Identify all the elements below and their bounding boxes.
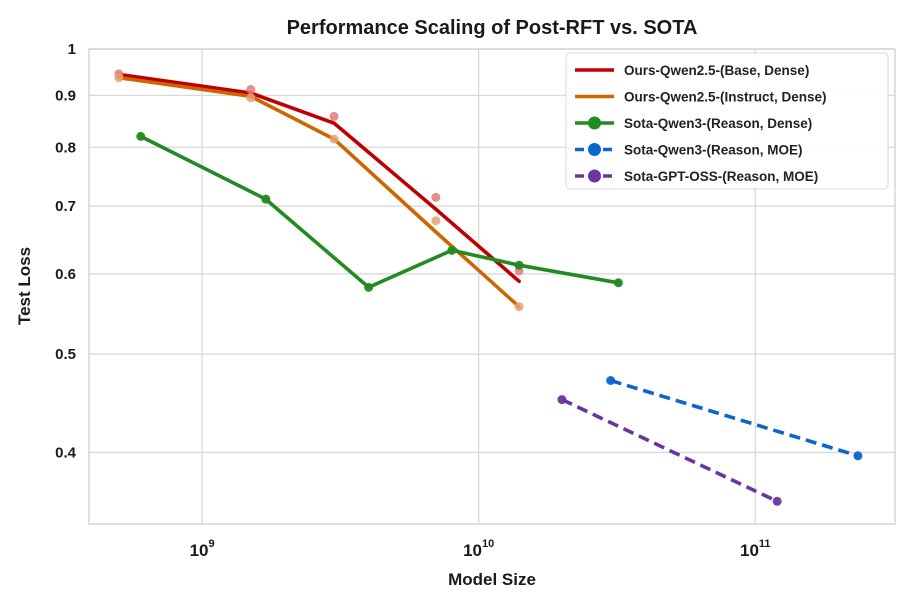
legend-box — [565, 52, 889, 190]
x-tick-exponent: 10 — [482, 538, 494, 550]
data-point-sota-qwen3-reason-moe — [853, 451, 863, 461]
y-axis-label: Test Loss — [15, 247, 34, 325]
data-point-ours-qwen2-5-base-dense — [329, 111, 339, 121]
series-line-ours-qwen2-5-base-dense — [117, 72, 521, 284]
data-point-ours-qwen2-5-base-dense — [246, 85, 256, 95]
y-tick-label: 0.5 — [55, 346, 76, 363]
data-point-ours-qwen2-5-instruct-dense — [514, 302, 524, 312]
x-tick-base: 10 — [740, 541, 759, 560]
series-line-ours-qwen2-5-instruct-dense — [117, 75, 521, 309]
legend-label-sota-gpt-oss-reason-moe: Sota-GPT-OSS-(Reason, MOE) — [624, 169, 818, 184]
y-tick-label: 0.6 — [55, 266, 76, 283]
chart-title: Performance Scaling of Post-RFT vs. SOTA — [287, 17, 698, 39]
series-line-sota-gpt-oss-reason-moe — [561, 397, 778, 503]
x-tick-exponent: 11 — [759, 538, 771, 550]
data-point-ours-qwen2-5-instruct-dense — [329, 134, 339, 144]
x-tick-exponent: 9 — [209, 538, 215, 550]
x-tick-label: 1010 — [463, 538, 494, 560]
data-point-sota-gpt-oss-reason-moe — [557, 395, 567, 405]
data-point-sota-gpt-oss-reason-moe — [772, 496, 782, 506]
legend-label-sota-qwen3-reason-moe: Sota-Qwen3-(Reason, MOE) — [624, 143, 803, 158]
y-tick-labels: 1 0.9 0.8 0.7 0.6 0.5 0.4 — [55, 41, 77, 461]
x-axis-label: Model Size — [448, 570, 536, 589]
legend-marker-sota-qwen3-reason-moe — [588, 143, 601, 156]
y-tick-label: 0.4 — [55, 444, 77, 461]
y-tick-label: 0.9 — [55, 87, 76, 104]
grid — [89, 48, 895, 524]
legend-marker-sota-qwen3-reason-dense — [588, 116, 601, 130]
plot-frame — [88, 48, 896, 525]
data-point-sota-qwen3-reason-dense — [514, 260, 524, 270]
data-point-sota-qwen3-reason-moe — [606, 376, 616, 386]
legend-marker-sota-gpt-oss-reason-moe — [588, 169, 601, 183]
data-point-ours-qwen2-5-instruct-dense — [431, 216, 441, 226]
y-tick-label: 1 — [68, 41, 76, 58]
data-point-ours-qwen2-5-base-dense — [431, 192, 441, 202]
legend: Ours-Qwen2.5-(Base, Dense) Ours-Qwen2.5-(… — [565, 52, 889, 190]
x-tick-label: 109 — [190, 538, 215, 560]
x-tick-labels: 109 1010 1011 — [190, 538, 771, 560]
y-tick-label: 0.7 — [55, 198, 76, 215]
data-point-sota-qwen3-reason-dense — [447, 245, 457, 255]
data-point-ours-qwen2-5-instruct-dense — [114, 73, 124, 83]
legend-label-ours-qwen2-5-base-dense: Ours-Qwen2.5-(Base, Dense) — [624, 63, 809, 78]
legend-label-sota-qwen3-reason-dense: Sota-Qwen3-(Reason, Dense) — [624, 116, 812, 131]
x-tick-base: 10 — [463, 541, 482, 560]
series-line-sota-qwen3-reason-dense — [138, 134, 621, 290]
x-tick-label: 1011 — [740, 538, 771, 560]
series-layer — [114, 69, 863, 506]
series-line-sota-qwen3-reason-moe — [610, 378, 859, 458]
y-tick-label: 0.8 — [55, 139, 76, 156]
data-point-sota-qwen3-reason-dense — [364, 282, 374, 292]
data-point-sota-qwen3-reason-dense — [261, 194, 271, 204]
data-point-sota-qwen3-reason-dense — [136, 131, 146, 141]
x-tick-base: 10 — [190, 541, 209, 560]
legend-label-ours-qwen2-5-instruct-dense: Ours-Qwen2.5-(Instruct, Dense) — [624, 90, 827, 105]
data-point-sota-qwen3-reason-dense — [613, 278, 623, 288]
data-point-ours-qwen2-5-instruct-dense — [246, 93, 256, 103]
